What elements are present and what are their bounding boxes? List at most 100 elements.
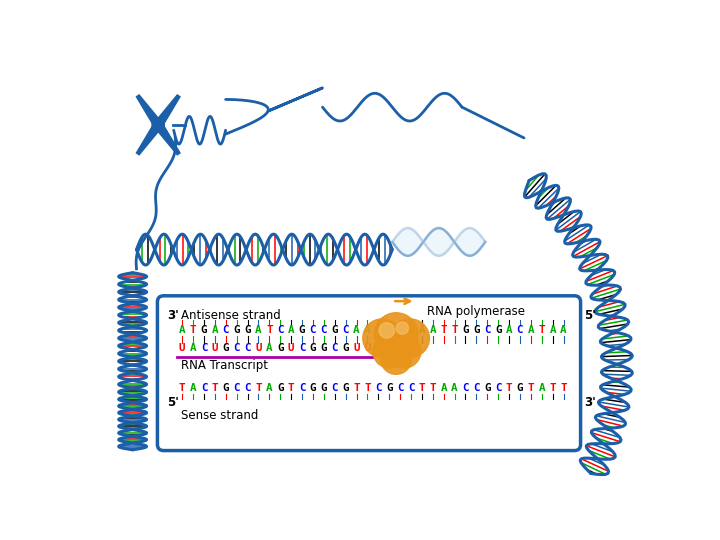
Text: C: C <box>222 326 229 335</box>
Text: C: C <box>233 343 240 353</box>
Text: G: G <box>310 383 316 393</box>
Text: U: U <box>256 343 262 353</box>
Polygon shape <box>155 95 180 127</box>
Polygon shape <box>155 123 180 155</box>
Text: Antisense strand: Antisense strand <box>181 308 282 321</box>
Text: G: G <box>222 383 229 393</box>
Text: T: T <box>256 383 262 393</box>
Text: A: A <box>528 326 534 335</box>
Polygon shape <box>136 95 162 127</box>
Text: A: A <box>539 383 545 393</box>
Text: RNA polymerase: RNA polymerase <box>427 305 525 318</box>
Text: G: G <box>233 326 240 335</box>
Text: T: T <box>418 383 425 393</box>
Text: 3': 3' <box>168 308 179 321</box>
Text: A: A <box>212 326 218 335</box>
Text: U: U <box>354 343 360 353</box>
Text: A: A <box>190 343 197 353</box>
Text: G: G <box>310 343 316 353</box>
Text: C: C <box>343 326 349 335</box>
Text: G: G <box>473 326 480 335</box>
Text: C: C <box>386 326 392 335</box>
Text: G: G <box>462 326 469 335</box>
Text: G: G <box>320 383 327 393</box>
Text: C: C <box>462 383 469 393</box>
Text: A: A <box>418 326 425 335</box>
Text: A: A <box>266 343 273 353</box>
Text: U: U <box>288 343 294 353</box>
FancyBboxPatch shape <box>158 296 580 450</box>
Text: C: C <box>517 326 523 335</box>
Text: T: T <box>451 326 458 335</box>
Text: G: G <box>331 326 338 335</box>
Text: G: G <box>244 326 251 335</box>
Text: A: A <box>256 326 262 335</box>
Text: G: G <box>277 383 284 393</box>
Text: 5': 5' <box>585 308 596 321</box>
Text: G: G <box>320 343 327 353</box>
Text: G: G <box>277 343 284 353</box>
Text: T: T <box>364 383 371 393</box>
Text: C: C <box>473 383 480 393</box>
Text: C: C <box>244 383 251 393</box>
Text: C: C <box>201 343 207 353</box>
Text: A: A <box>364 326 371 335</box>
Text: T: T <box>560 383 567 393</box>
Text: G: G <box>484 383 490 393</box>
Text: U: U <box>364 343 371 353</box>
Text: C: C <box>244 343 251 353</box>
Text: 3': 3' <box>585 396 596 409</box>
Text: G: G <box>343 343 349 353</box>
Text: A: A <box>190 383 197 393</box>
Text: T: T <box>354 383 360 393</box>
Text: C: C <box>320 326 327 335</box>
Text: T: T <box>430 383 436 393</box>
Text: A: A <box>266 383 273 393</box>
Text: A: A <box>441 383 447 393</box>
Circle shape <box>363 319 402 357</box>
Text: C: C <box>408 383 414 393</box>
Text: A: A <box>430 326 436 335</box>
Text: T: T <box>441 326 447 335</box>
Text: C: C <box>397 383 403 393</box>
Text: T: T <box>288 383 294 393</box>
Text: T: T <box>549 383 556 393</box>
Text: Sense strand: Sense strand <box>181 409 258 422</box>
Circle shape <box>152 119 164 131</box>
Circle shape <box>396 322 408 334</box>
Text: T: T <box>505 383 513 393</box>
Text: A: A <box>288 326 294 335</box>
Text: C: C <box>375 383 382 393</box>
Text: RNA Transcript: RNA Transcript <box>181 359 269 372</box>
Text: C: C <box>233 383 240 393</box>
Text: G: G <box>222 343 229 353</box>
Text: C: C <box>201 383 207 393</box>
Circle shape <box>391 319 429 357</box>
Text: T: T <box>179 383 186 393</box>
Circle shape <box>381 343 412 374</box>
Text: C: C <box>495 383 501 393</box>
Text: G: G <box>495 326 501 335</box>
Text: G: G <box>299 326 305 335</box>
Text: U: U <box>212 343 218 353</box>
Text: C: C <box>277 326 284 335</box>
Text: C: C <box>310 326 316 335</box>
Text: G: G <box>386 383 392 393</box>
Circle shape <box>374 313 418 356</box>
Text: A: A <box>505 326 513 335</box>
Text: C: C <box>331 343 338 353</box>
Text: T: T <box>212 383 218 393</box>
Text: C: C <box>484 326 490 335</box>
Text: T: T <box>266 326 273 335</box>
Text: A: A <box>451 383 458 393</box>
Text: G: G <box>408 326 414 335</box>
Text: A: A <box>549 326 556 335</box>
Text: T: T <box>528 383 534 393</box>
Text: G: G <box>517 383 523 393</box>
Text: G: G <box>397 326 403 335</box>
Circle shape <box>379 323 395 338</box>
Text: A: A <box>560 326 567 335</box>
Text: U: U <box>179 343 186 353</box>
Polygon shape <box>136 123 162 155</box>
Text: 5': 5' <box>168 396 179 409</box>
